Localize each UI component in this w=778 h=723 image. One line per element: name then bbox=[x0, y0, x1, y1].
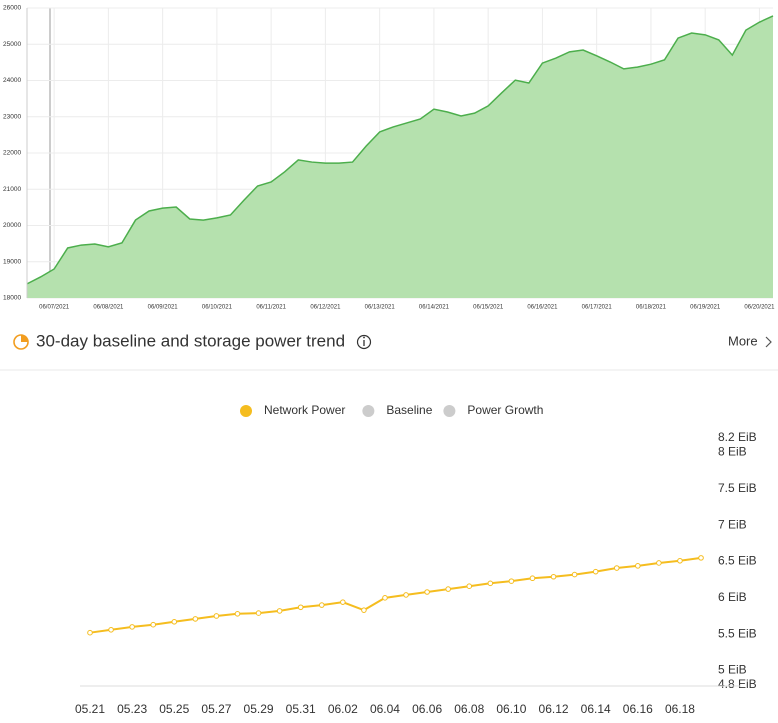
y-tick-label: 4.8 EiB bbox=[718, 677, 757, 691]
point bbox=[677, 557, 683, 564]
x-tick-label: 06.08 bbox=[454, 702, 484, 716]
x-tick-label: 06.06 bbox=[412, 702, 442, 716]
area-fill bbox=[27, 15, 773, 298]
point bbox=[129, 624, 135, 630]
legend-marker-inactive bbox=[443, 405, 456, 417]
x-tick-label: 06.12 bbox=[539, 702, 569, 716]
legend-label-inactive: Baseline bbox=[386, 403, 432, 417]
point bbox=[361, 607, 367, 613]
x-tick-label: 05.21 bbox=[75, 702, 105, 716]
point bbox=[108, 626, 114, 633]
more-link[interactable]: More bbox=[728, 333, 758, 348]
x-tick-label: 05.23 bbox=[117, 702, 147, 716]
point bbox=[592, 568, 599, 575]
x-tick-label: 05.29 bbox=[244, 702, 274, 716]
point bbox=[508, 578, 515, 584]
point bbox=[297, 604, 304, 611]
y-tick-label: 20000 bbox=[3, 222, 21, 229]
y-tick-label: 5.5 EiB bbox=[718, 626, 757, 640]
x-tick-label: 06.10 bbox=[496, 702, 526, 716]
point bbox=[192, 616, 199, 622]
point bbox=[550, 573, 557, 580]
x-tick-label: 05.27 bbox=[201, 702, 231, 716]
point bbox=[656, 560, 662, 566]
point bbox=[613, 565, 620, 571]
section-header: 30-day baseline and storage power trend … bbox=[13, 331, 772, 350]
y-tick-label: 26000 bbox=[3, 5, 21, 12]
x-tick-label: 06.14 bbox=[581, 702, 611, 716]
point bbox=[382, 595, 388, 601]
series-line bbox=[89, 556, 702, 634]
y-tick-label: 7.5 EiB bbox=[718, 481, 757, 495]
x-tick-label: 06/11/2021 bbox=[256, 305, 286, 311]
section-title: 30-day baseline and storage power trend bbox=[36, 331, 345, 350]
y-tick-label: 7 EiB bbox=[718, 517, 747, 531]
y-tick-label: 5 EiB bbox=[718, 663, 747, 677]
point bbox=[403, 592, 409, 598]
point bbox=[424, 589, 430, 595]
y-tick-label: 22000 bbox=[3, 150, 21, 157]
legend-marker bbox=[240, 405, 252, 417]
section-icon-slice bbox=[21, 335, 28, 342]
x-tick-label: 06.16 bbox=[623, 702, 653, 716]
point bbox=[340, 599, 346, 605]
point bbox=[445, 586, 451, 592]
x-tick-label: 06/10/2021 bbox=[202, 305, 233, 311]
point bbox=[276, 608, 283, 614]
point bbox=[213, 613, 220, 619]
x-tick-label: 06.04 bbox=[370, 702, 400, 716]
x-tick-label: 05.31 bbox=[286, 702, 316, 716]
y-tick-label: 8.2 EiB bbox=[718, 430, 757, 444]
point bbox=[571, 571, 578, 578]
x-tick-label: 06/12/2021 bbox=[310, 305, 341, 311]
y-tick-label: 23000 bbox=[3, 113, 21, 120]
y-tick-label: 6.5 EiB bbox=[718, 554, 757, 568]
legend-label-inactive: Power Growth bbox=[467, 403, 543, 417]
y-tick-label: 8 EiB bbox=[718, 445, 747, 459]
legend-marker-inactive bbox=[362, 405, 375, 417]
x-tick-label: 06/17/2021 bbox=[582, 305, 613, 311]
point bbox=[635, 563, 641, 569]
area-line bbox=[26, 15, 774, 285]
point bbox=[529, 575, 536, 582]
y-tick-label: 6 EiB bbox=[718, 590, 747, 604]
point bbox=[255, 610, 262, 616]
x-tick-label: 06.18 bbox=[665, 702, 695, 716]
y-tick-label: 24000 bbox=[3, 77, 21, 84]
x-tick-label: 06/16/2021 bbox=[527, 305, 558, 311]
legend-label: Network Power bbox=[264, 403, 345, 417]
x-tick-label: 06/20/2021 bbox=[744, 305, 775, 311]
x-tick-label: 06/13/2021 bbox=[365, 305, 396, 311]
y-tick-label: 21000 bbox=[3, 186, 21, 193]
x-tick-label: 06/09/2021 bbox=[148, 305, 179, 311]
x-tick-label: 06/08/2021 bbox=[93, 305, 124, 311]
point bbox=[87, 629, 93, 636]
y-tick-label: 25000 bbox=[3, 41, 21, 48]
point bbox=[487, 580, 494, 587]
x-tick-label: 06/14/2021 bbox=[419, 305, 450, 311]
x-tick-label: 06/07/2021 bbox=[39, 305, 70, 311]
point bbox=[150, 621, 157, 628]
x-tick-label: 06/15/2021 bbox=[473, 305, 504, 311]
y-tick-label: 19000 bbox=[3, 258, 21, 265]
info-icon-dot bbox=[363, 336, 365, 339]
x-tick-label: 05.25 bbox=[159, 702, 189, 716]
more-chevron[interactable] bbox=[765, 336, 772, 348]
y-tick-label: 18000 bbox=[3, 295, 21, 302]
point bbox=[318, 602, 325, 608]
x-tick-label: 06/19/2021 bbox=[690, 305, 721, 311]
point bbox=[171, 618, 178, 625]
x-tick-label: 06/18/2021 bbox=[636, 305, 667, 311]
point bbox=[234, 611, 241, 617]
x-tick-label: 06.02 bbox=[328, 702, 358, 716]
point bbox=[698, 555, 704, 561]
point bbox=[466, 583, 473, 590]
info-icon bbox=[356, 334, 372, 350]
